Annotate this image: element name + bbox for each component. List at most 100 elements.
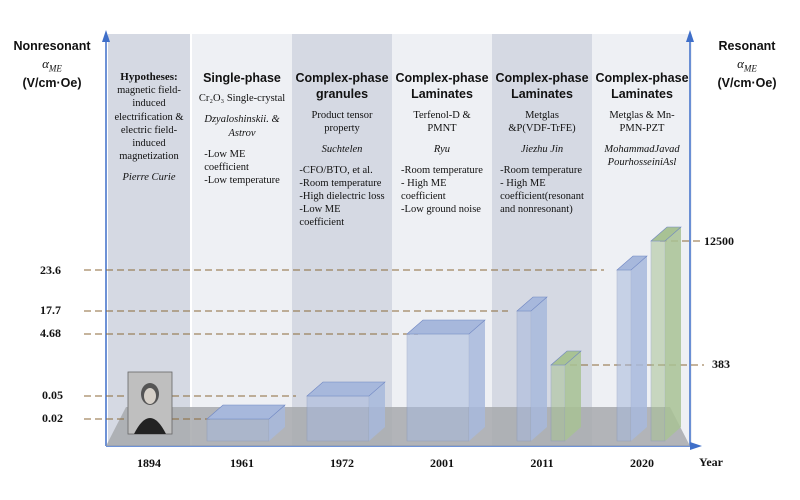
researcher-name: Dzyaloshinskii. & Astrov	[204, 114, 280, 139]
left-y-axis-arrowhead	[102, 30, 110, 42]
description-line: induced	[132, 98, 166, 110]
feature-line: -High dielectric loss	[299, 191, 385, 203]
researcher-name: Jiezhu Jin	[520, 143, 564, 155]
column-band-1972	[292, 34, 392, 446]
left-tick-4-68: 4.68	[40, 326, 61, 340]
column-heading: Complex-phase Laminates	[493, 70, 591, 103]
description-line: PMN-PZT	[619, 122, 665, 134]
researcher-name: MohammadJavad PourhosseiniAsl	[604, 143, 680, 168]
column-heading: Complex-phase Laminates	[593, 70, 691, 103]
column-heading: Single-phase	[193, 70, 291, 86]
feature-line: coefficient	[401, 191, 446, 203]
year-label-2011: 2011	[530, 456, 554, 470]
right-tick-383: 383	[712, 357, 730, 371]
description-line: electrification &	[114, 111, 184, 123]
right-axis-title: Resonant αME (V/cm·Oe)	[697, 38, 797, 91]
bar-resonant-2020	[650, 226, 682, 442]
year-label-2020: 2020	[630, 456, 654, 470]
feature-line: -Room temperature	[401, 164, 483, 176]
column-heading: Complex-phase Laminates	[393, 70, 491, 103]
description-line: Metglas	[525, 109, 559, 121]
feature-line: coefficient	[299, 217, 345, 229]
description-line: induced	[132, 137, 166, 149]
left-tick-23-6: 23.6	[40, 263, 61, 277]
right-axis-title-text: Resonant	[718, 39, 776, 53]
left-tick-17-7: 17.7	[40, 303, 61, 317]
feature-line: -Low ME	[299, 204, 341, 216]
right-y-axis-arrowhead	[686, 30, 694, 42]
heading-line: granules	[315, 87, 369, 102]
description-line: magnetization	[119, 150, 179, 162]
feature-list: -Low ME coefficient -Low temperature	[204, 148, 280, 187]
bar-nonresonant-2020	[616, 255, 648, 442]
year-label-1961: 1961	[230, 456, 254, 470]
right-tick-12500: 12500	[704, 234, 734, 248]
left-axis-title: Nonresonant αME (V/cm·Oe)	[2, 38, 102, 91]
year-label-1972: 1972	[330, 456, 354, 470]
feature-list: -Room temperature - High ME coefficient(re…	[500, 164, 584, 217]
description-line: Cr₂O₃ Single-crystal	[198, 93, 286, 105]
column-heading: Hypotheses:	[109, 70, 189, 84]
column-text-1972: Complex-phase granules Product tensor prope…	[293, 70, 391, 230]
left-axis-symbol: αME	[42, 55, 62, 74]
column-text-1894: Hypotheses: magnetic field-induced electri…	[109, 70, 189, 192]
feature-list: -Room temperature - High ME coefficient -Lo…	[401, 164, 483, 217]
heading-line: Complex-phase	[595, 71, 689, 85]
x-axis-arrowhead	[690, 442, 702, 450]
right-axis-symbol: αME	[737, 55, 757, 74]
right-axis-unit: (V/cm·Oe)	[717, 75, 777, 90]
bar-resonant-2011	[550, 350, 582, 442]
bar-nonresonant-2001	[406, 319, 486, 442]
feature-line: coefficient	[204, 161, 249, 173]
description-line: PMNT	[427, 122, 457, 134]
heading-line: Laminates	[611, 87, 673, 102]
feature-line: coefficient(resonant	[500, 191, 584, 203]
heading-line: Laminates	[411, 87, 473, 102]
feature-line: - High ME	[401, 178, 447, 189]
bar-nonresonant-2011	[516, 296, 548, 442]
year-label-1894: 1894	[137, 456, 161, 470]
x-axis-label: Year	[699, 455, 723, 469]
description-line: property	[324, 122, 360, 134]
researcher-name: Ryu	[433, 143, 451, 155]
portrait-face-icon	[144, 388, 156, 404]
left-tick-0-02: 0.02	[42, 411, 63, 425]
researcher-name: Suchtelen	[321, 143, 363, 155]
feature-list: -CFO/BTO, et al. -Room temperature -High d…	[299, 164, 384, 230]
feature-line: -Room temperature	[299, 178, 382, 189]
feature-line: -Low ME	[204, 148, 246, 160]
heading-line: Complex-phase	[395, 71, 489, 85]
description-line: electric field-	[120, 124, 178, 136]
researcher-name: Pierre Curie	[122, 172, 176, 184]
left-axis-title-text: Nonresonant	[13, 39, 91, 53]
heading-line: Complex-phase	[295, 71, 389, 85]
description-line: Product tensor	[311, 109, 373, 121]
bar-nonresonant-1972	[306, 381, 386, 442]
portrait-body-icon	[134, 418, 166, 434]
column-text-2001: Complex-phase Laminates Terfenol-D & PMNT Ry…	[393, 70, 491, 216]
feature-line: -Low ground noise	[401, 204, 481, 216]
heading-line: Hypotheses:	[120, 71, 178, 83]
description-line: &P(VDF-TrFE)	[508, 122, 576, 134]
column-text-2011: Complex-phase Laminates Metglas &P(VDF-TrFE…	[493, 70, 591, 216]
floor-platform	[106, 407, 690, 446]
year-label-2001: 2001	[430, 456, 454, 470]
heading-line: Laminates	[511, 87, 573, 102]
description-line: Metglas & Mn-	[609, 109, 675, 121]
left-axis-unit: (V/cm·Oe)	[22, 75, 82, 90]
column-heading: Complex-phase granules	[293, 70, 391, 103]
feature-line: - High ME	[500, 178, 546, 189]
column-text-2020: Complex-phase Laminates Metglas & Mn- PMN-P…	[593, 70, 691, 177]
column-text-1961: Single-phase Cr₂O₃ Single-crystal Dzyalosh…	[193, 70, 291, 187]
bar-nonresonant-1961	[206, 404, 286, 442]
description-line: magnetic field-	[117, 85, 181, 97]
description-line: Terfenol-D &	[413, 109, 471, 121]
feature-line: and nonresonant)	[500, 204, 573, 216]
heading-line: Complex-phase	[495, 71, 589, 85]
left-tick-0-05: 0.05	[42, 388, 63, 402]
column-band-1961	[192, 34, 292, 446]
feature-line: -CFO/BTO, et al.	[299, 164, 373, 176]
heading-line: Single-phase	[203, 71, 281, 85]
feature-line: -Low temperature	[204, 174, 280, 186]
